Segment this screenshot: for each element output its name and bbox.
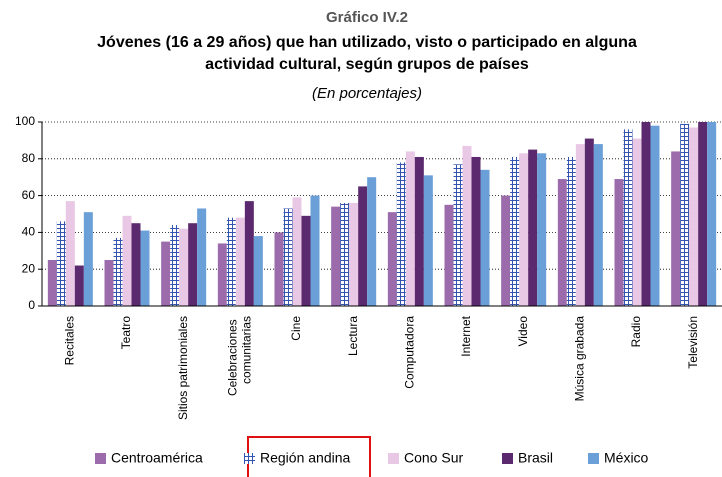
bar [584,138,594,306]
bar [170,225,180,306]
bar [274,232,284,306]
bar [453,164,463,306]
bar [423,175,433,306]
bar [575,144,585,306]
bar [197,208,207,306]
bar [566,156,576,306]
bar [161,241,171,306]
x-tick-label: Recitales [63,316,77,365]
bar [292,197,302,306]
bar [340,202,350,306]
x-tick-label: Teatro [119,316,133,350]
y-tick-label: 20 [22,261,36,275]
bar [593,144,603,306]
x-tick-label: Música grabada [573,316,587,402]
bar [519,153,529,306]
bar [74,265,84,306]
bar [310,195,320,306]
x-tick-label: Radio [629,316,643,348]
bar [396,162,406,306]
bar [707,122,717,306]
bar [65,201,75,306]
x-tick-label: Computadora [403,316,417,389]
bar [47,260,57,306]
legend-swatch [95,453,106,464]
bar [641,122,651,306]
x-tick-label: Cine [289,316,303,341]
y-tick-label: 80 [22,151,36,165]
bar [131,223,141,306]
y-tick-label: 0 [28,298,35,312]
bar [113,237,123,306]
bar [614,179,624,306]
y-tick-label: 60 [22,188,36,202]
chart-title: Gráfico IV.2 [326,9,408,26]
chart-subtitle: actividad cultural, según grupos de país… [205,56,529,73]
bar [387,212,397,306]
bar [680,123,690,306]
bar [226,217,236,306]
y-tick-label: 100 [15,114,35,128]
bar [623,129,633,306]
legend-label: Región andina [260,450,351,466]
bar [122,215,132,306]
bar [188,223,198,306]
x-tick-label: Sitios patrimoniales [176,316,190,420]
bar [104,260,114,306]
x-tick-label: Internet [459,315,473,356]
bar [528,149,538,306]
legend-swatch [244,453,255,464]
chart-note: (En porcentajes) [312,85,422,102]
legend-swatch [502,453,513,464]
bar [301,215,311,306]
y-tick-label: 40 [22,225,36,239]
bar [689,127,699,307]
x-tick-label-line: Celebraciones [226,316,240,396]
bar [671,151,681,306]
bar [358,186,368,306]
bar [462,145,472,306]
bar [537,153,547,306]
bar [179,228,189,306]
x-tick-label: Video [516,316,530,347]
bar [414,156,424,306]
legend-label: Centroamérica [111,450,203,466]
bar [632,138,642,306]
legend-label: México [604,450,649,466]
bar [471,156,481,306]
bar [444,204,454,306]
bar [217,243,227,306]
bar [405,151,415,306]
bar [56,221,66,306]
bar [331,206,341,306]
x-tick-label: Televisión [686,316,700,369]
bar [253,236,263,306]
x-tick-label-line: comunitarias [240,316,254,384]
bar [140,230,150,306]
bar [349,202,359,306]
bar [480,169,490,306]
x-tick-label: Lectura [346,316,360,356]
legend-swatch [588,453,599,464]
bar [83,212,93,306]
legend-label: Brasil [518,450,553,466]
x-tick-label: Celebraciones comunitarias [226,316,254,396]
legend-label: Cono Sur [404,450,463,466]
bar [510,156,520,306]
bar [501,195,511,306]
bar [698,122,708,306]
bar [557,179,567,306]
chart-subtitle: Jóvenes (16 a 29 años) que han utilizado… [97,34,637,51]
bar [235,217,245,306]
bar [283,208,293,306]
bar [367,177,377,306]
bar [650,125,660,307]
bar [244,201,254,306]
legend-swatch [388,453,399,464]
